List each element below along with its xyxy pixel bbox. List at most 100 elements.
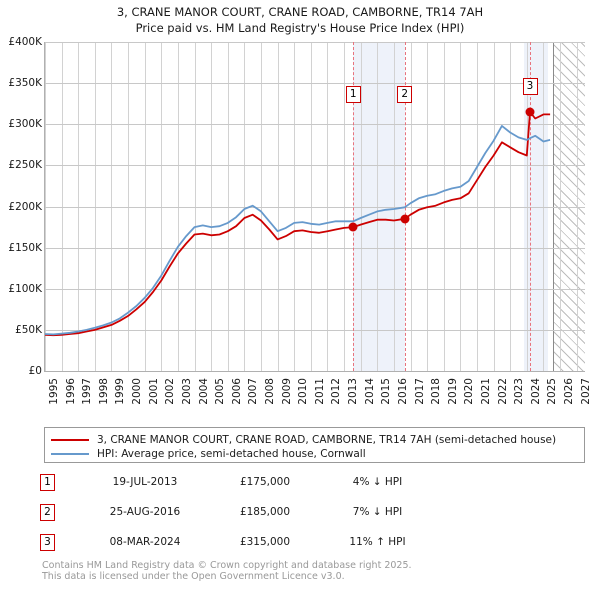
x-axis-label: 2003 [180, 378, 193, 405]
chart-gridline-vertical [95, 42, 96, 371]
sale-marker-vertical-line [353, 42, 355, 371]
x-axis-label: 2000 [131, 378, 144, 405]
x-axis-label: 2018 [430, 378, 443, 405]
chart-gridline-vertical [344, 42, 345, 371]
x-axis-label: 2006 [230, 378, 243, 405]
x-axis-label: 2007 [247, 378, 260, 405]
y-axis-label: £300K [8, 118, 42, 131]
x-axis-label: 1997 [81, 378, 94, 405]
footer-line-1: Contains HM Land Registry data © Crown c… [42, 560, 412, 571]
chart-gridline-vertical [145, 42, 146, 371]
transaction-hpi-delta-2: 7% ↓ HPI [352, 506, 403, 518]
y-axis-label: £200K [8, 200, 42, 213]
transaction-hpi-delta-1: 4% ↓ HPI [352, 476, 403, 488]
transaction-price-3: £315,000 [239, 536, 291, 548]
chart-gridline-vertical [527, 42, 528, 371]
chart-gridline-vertical [361, 42, 362, 371]
legend-swatch-property [51, 438, 89, 441]
chart-gridline-vertical [278, 42, 279, 371]
chart-gridline-vertical [460, 42, 461, 371]
legend-swatch-hpi [51, 452, 89, 455]
x-axis-label: 2004 [197, 378, 210, 405]
chart-gridline-vertical [444, 42, 445, 371]
chart-gridline-vertical [161, 42, 162, 371]
transaction-marker-1: 1 [40, 474, 55, 491]
chart-gridline-vertical [327, 42, 328, 371]
footer-line-2: This data is licensed under the Open Gov… [42, 571, 345, 582]
chart-legend: 3, CRANE MANOR COURT, CRANE ROAD, CAMBOR… [44, 427, 585, 463]
x-axis-label: 2021 [480, 378, 492, 405]
sale-point-2[interactable] [400, 214, 410, 224]
chart-marker-2[interactable]: 2 [397, 86, 413, 103]
sale-point-1[interactable] [348, 222, 358, 232]
x-axis-label: 2027 [579, 378, 592, 405]
chart-gridline-vertical [195, 42, 196, 371]
x-axis-label: 1999 [114, 378, 127, 405]
chart-gridline-horizontal [45, 83, 585, 84]
chart-title-line-1: 3, CRANE MANOR COURT, CRANE ROAD, CAMBOR… [116, 5, 484, 19]
chart-title-line-2: Price paid vs. HM Land Registry's House … [135, 21, 465, 35]
y-axis-label: £100K [8, 282, 42, 295]
table-row[interactable]: 3 08-MAR-2024 £315,000 11% ↑ HPI [40, 532, 460, 562]
chart-gridline-vertical [244, 42, 245, 371]
attribution-footer: Contains HM Land Registry data © Crown c… [42, 560, 582, 582]
series-line-property [45, 111, 551, 337]
transaction-marker-3: 3 [40, 534, 55, 551]
x-axis-label: 2002 [164, 378, 177, 405]
transaction-hpi-delta-3: 11% ↑ HPI [349, 536, 406, 548]
chart-gridline-vertical [294, 42, 295, 371]
chart-series-layer [45, 111, 551, 337]
transaction-date-2: 25-AUG-2016 [109, 506, 181, 518]
x-axis-label: 2010 [297, 378, 310, 405]
y-axis-label: £50K [15, 323, 42, 336]
chart-gridline-vertical [510, 42, 511, 371]
chart-gridline-vertical [228, 42, 229, 371]
sale-point-3[interactable] [525, 107, 535, 117]
sale-marker-vertical-line [530, 42, 531, 371]
x-axis-label: 2001 [147, 378, 160, 405]
legend-label-property: 3, CRANE MANOR COURT, CRANE ROAD, CAMBOR… [97, 433, 557, 446]
chart-gridline-horizontal [45, 42, 585, 43]
x-axis-label: 2012 [330, 378, 343, 405]
x-axis-label: 2005 [214, 378, 227, 405]
x-axis-label: 2020 [463, 378, 476, 405]
y-axis-label: £150K [8, 241, 42, 254]
x-axis-label: 2013 [347, 378, 360, 405]
table-row[interactable]: 1 19-JUL-2013 £175,000 4% ↓ HPI [40, 472, 460, 502]
series-line-hpi [45, 125, 551, 336]
forecast-hatched-region [553, 42, 585, 371]
chart-gridline-vertical [111, 42, 112, 371]
chart-gridline-vertical [477, 42, 478, 371]
x-axis-label: 2022 [496, 378, 509, 405]
chart-marker-3[interactable]: 3 [522, 77, 538, 95]
y-axis-label: £350K [8, 77, 42, 90]
x-axis-label: 2019 [446, 378, 459, 405]
chart-gridline-vertical [377, 42, 378, 371]
x-axis-label: 2014 [363, 378, 376, 405]
x-axis-label: 1996 [64, 378, 77, 405]
chart-gridline-vertical [45, 42, 46, 371]
chart-gridline-horizontal [45, 330, 585, 331]
chart-gridline-vertical [78, 42, 79, 371]
x-axis-label: 2011 [313, 378, 326, 405]
transaction-marker-2: 2 [40, 504, 55, 521]
chart-gridline-horizontal [45, 207, 585, 208]
y-axis-label: £250K [8, 159, 42, 172]
x-axis-label: 2017 [413, 378, 426, 405]
transaction-date-1: 19-JUL-2013 [112, 476, 178, 488]
x-axis-label: 2008 [264, 378, 276, 405]
chart-gridline-vertical [560, 42, 561, 371]
page-title: 3, CRANE MANOR COURT, CRANE ROAD, CAMBOR… [0, 4, 600, 36]
chart-gridline-vertical [394, 42, 395, 371]
chart-marker-1[interactable]: 1 [345, 86, 361, 103]
chart-gridline-vertical [311, 42, 312, 371]
price-history-chart: 1 2 3 [44, 42, 585, 372]
transaction-date-3: 08-MAR-2024 [109, 536, 181, 548]
x-axis-label: 2025 [546, 378, 559, 405]
chart-gridline-vertical [577, 42, 578, 371]
plot-area: 1 2 3 [45, 42, 585, 371]
table-row[interactable]: 2 25-AUG-2016 £185,000 7% ↓ HPI [40, 502, 460, 532]
chart-gridline-horizontal [45, 124, 585, 125]
x-axis-label: 2023 [513, 378, 526, 405]
legend-item-hpi: HPI: Average price, semi-detached house,… [51, 447, 578, 460]
